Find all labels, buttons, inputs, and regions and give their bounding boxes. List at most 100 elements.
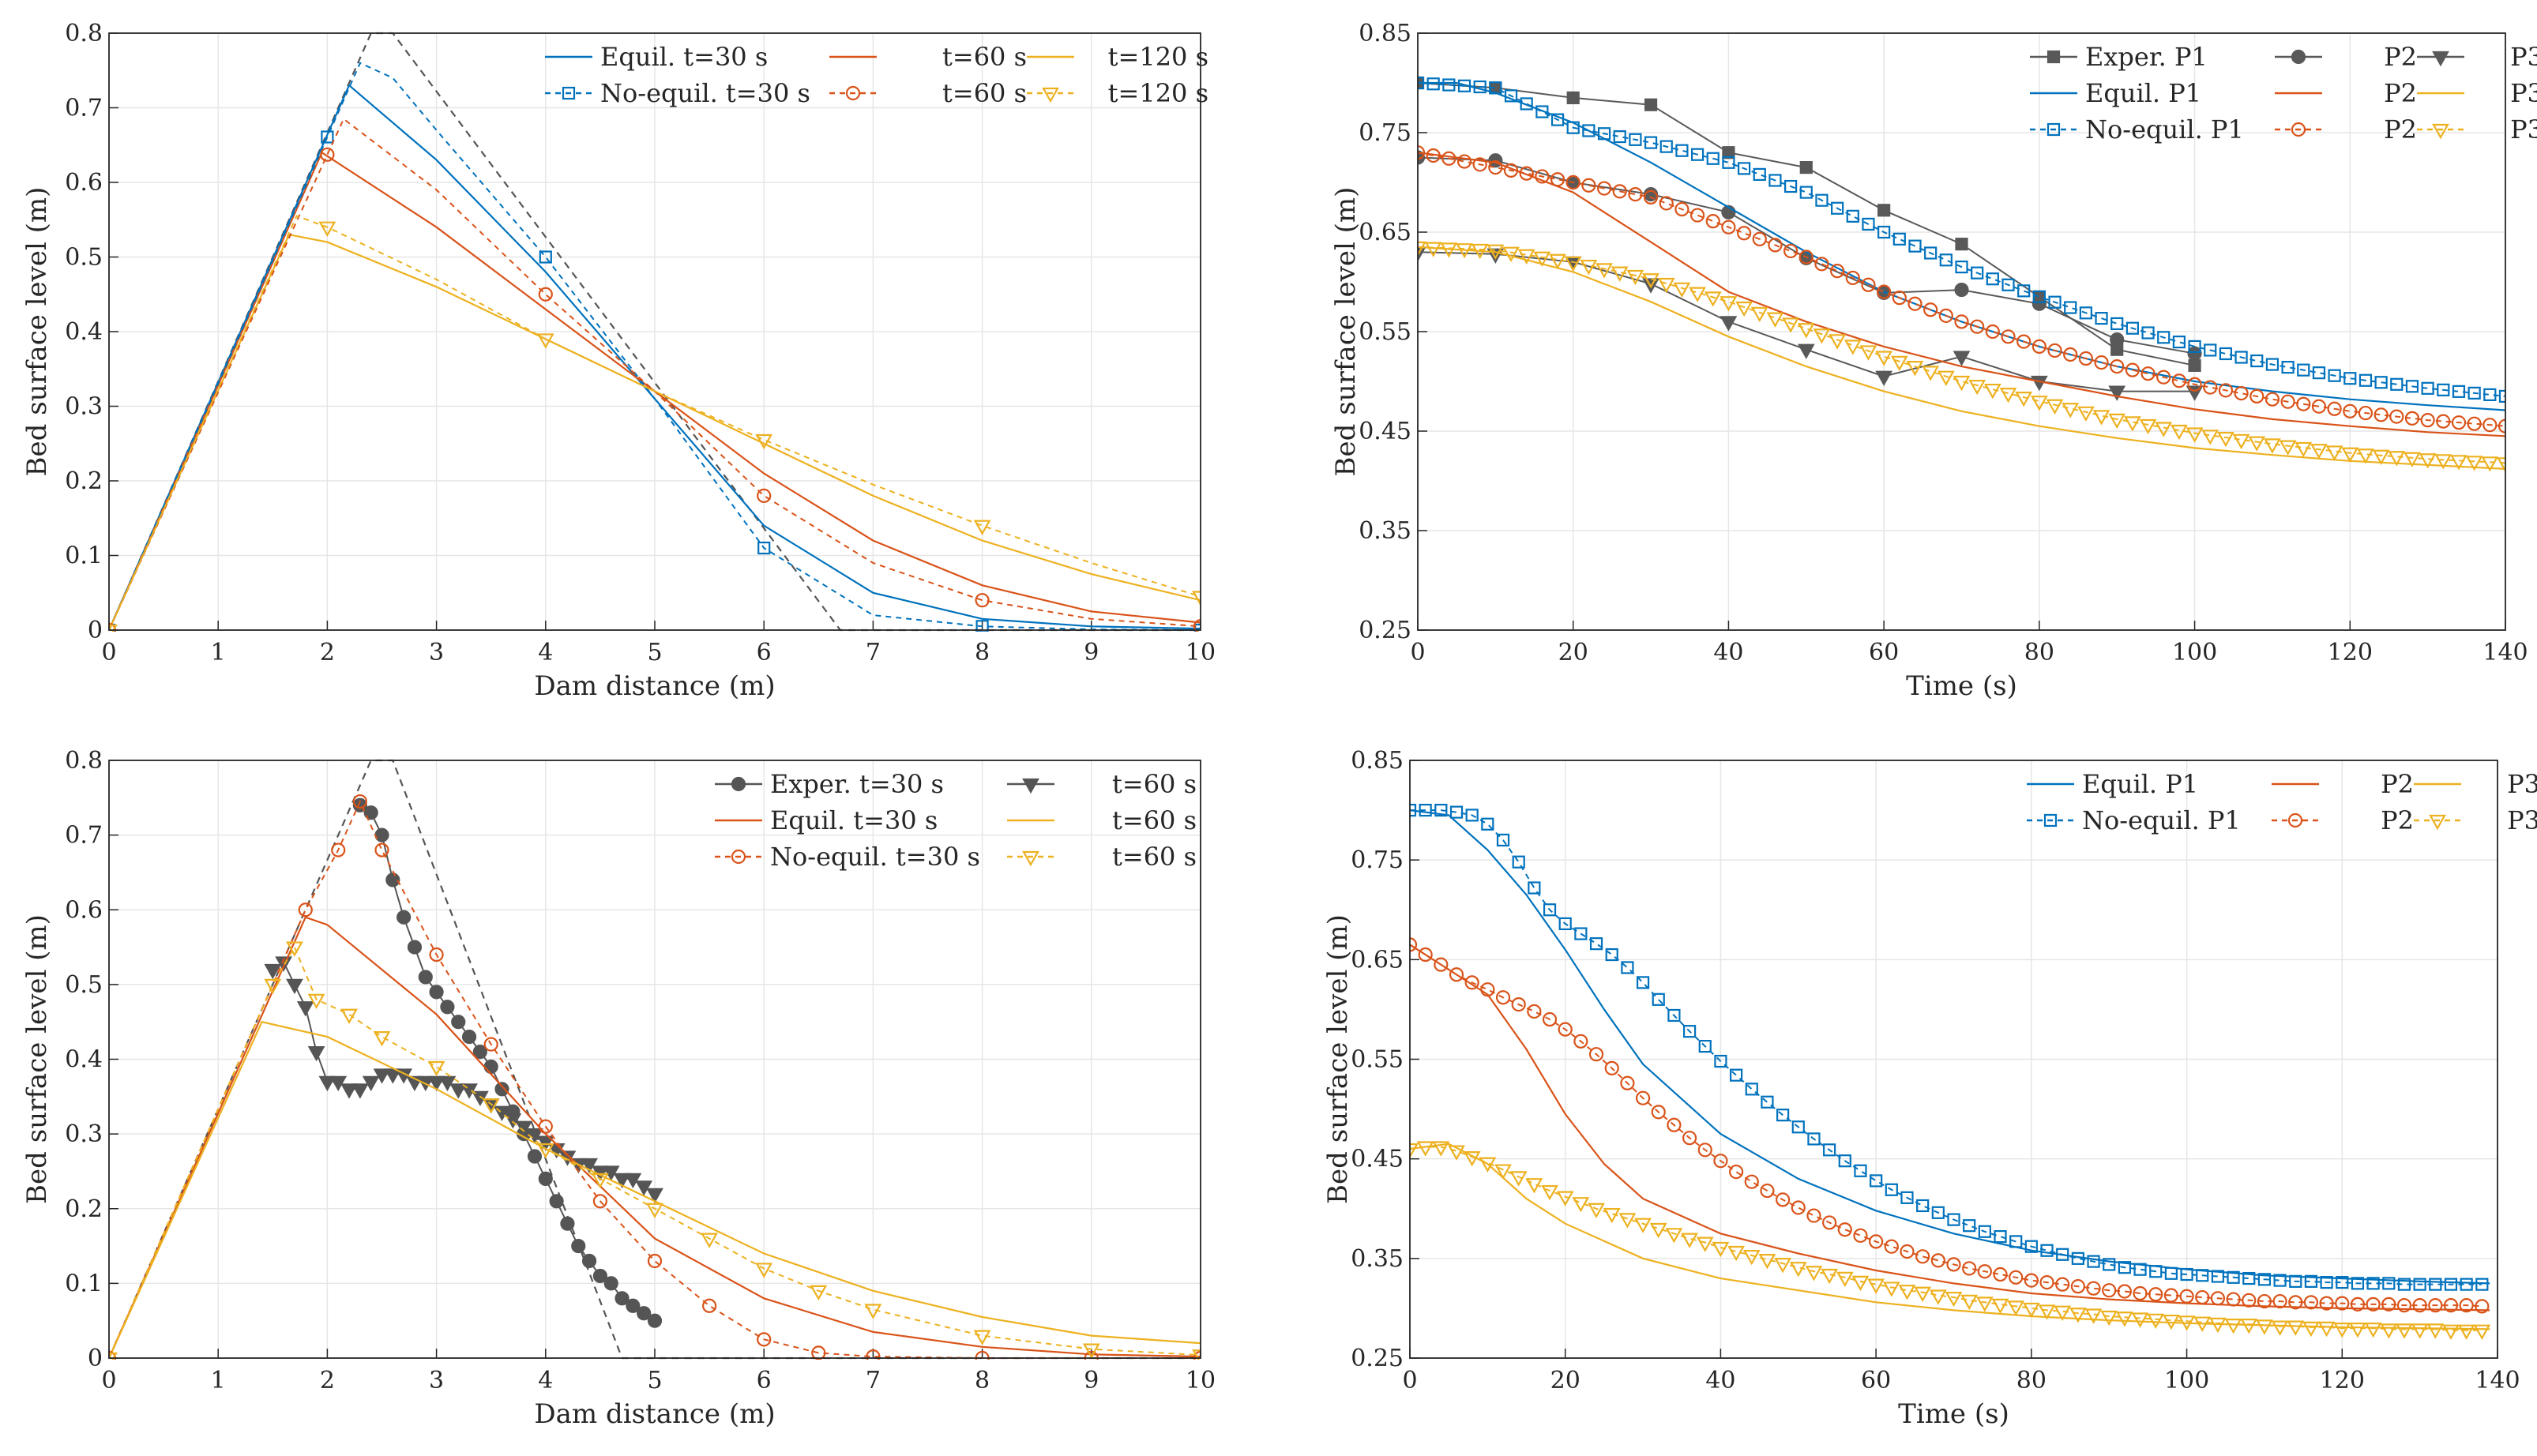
x-tick-label: 140	[2475, 1367, 2520, 1394]
x-tick-label: 3	[429, 1367, 444, 1394]
x-tick-label: 0	[1410, 639, 1425, 666]
data-point	[1999, 388, 2017, 403]
data-point	[2131, 1312, 2149, 1328]
data-point	[2303, 1295, 2319, 1310]
data-point	[1682, 1131, 1697, 1146]
y-tick-label: 0.45	[1359, 418, 1411, 445]
data-point	[1798, 250, 1813, 265]
y-tick-label: 0.35	[1351, 1245, 1404, 1273]
legend-label: P3	[2510, 42, 2537, 72]
legend-marker	[2043, 813, 2058, 827]
x-tick-label: 9	[1084, 1367, 1099, 1394]
data-point	[1486, 244, 1505, 260]
data-point	[2124, 416, 2141, 432]
data-point	[1721, 220, 1736, 235]
x-tick-label: 1	[211, 639, 226, 666]
data-point	[1441, 151, 1456, 166]
data-point	[1859, 345, 1877, 361]
data-point	[1704, 291, 1722, 307]
data-point	[1784, 179, 1798, 193]
data-point	[1612, 184, 1627, 199]
data-point	[2272, 1293, 2287, 1309]
data-point	[2412, 1298, 2427, 1313]
data-point	[1799, 186, 1813, 199]
data-point	[438, 1075, 457, 1092]
data-point	[1496, 833, 1510, 847]
axes-box	[1409, 760, 2498, 1359]
data-point	[755, 1263, 773, 1278]
data-point	[1823, 1143, 1836, 1157]
y-tick-label: 0.45	[1351, 1146, 1404, 1173]
data-point	[1472, 157, 1487, 172]
data-point	[1556, 1191, 1574, 1206]
data-point	[1418, 76, 1425, 90]
legend-item: No-equil. P1	[2027, 805, 2241, 835]
data-point	[2188, 340, 2201, 353]
data-point	[2428, 1298, 2443, 1313]
data-point	[2310, 444, 2328, 460]
legend-item: t=60 s	[829, 42, 1027, 72]
data-point	[1581, 178, 1596, 193]
series-line-no-equil-p2	[1410, 944, 2483, 1308]
data-point	[2483, 418, 2498, 433]
y-tick-label: 0	[88, 1345, 103, 1372]
data-point	[1659, 196, 1674, 211]
data-point	[757, 541, 771, 555]
data-point	[2242, 1293, 2257, 1308]
data-point	[2366, 1277, 2380, 1290]
data-point	[329, 1075, 348, 1092]
data-point	[2265, 358, 2280, 371]
data-point	[2382, 1277, 2396, 1290]
data-point	[1814, 257, 1829, 272]
data-point	[2420, 413, 2435, 428]
data-point	[2141, 326, 2155, 340]
data-point	[2374, 407, 2389, 422]
data-point	[2108, 385, 2126, 401]
data-point	[2226, 1292, 2241, 1307]
data-point	[1502, 246, 1520, 262]
data-point	[2022, 1302, 2040, 1319]
data-point	[560, 1216, 575, 1231]
data-point	[351, 1083, 369, 1099]
data-point	[2054, 1305, 2072, 1321]
data-point	[1846, 209, 1859, 223]
data-point	[2351, 1277, 2365, 1290]
data-point	[427, 1060, 445, 1077]
data-point	[429, 947, 444, 963]
data-point	[1991, 1298, 2009, 1315]
data-point	[2001, 329, 2016, 344]
data-point	[2001, 278, 2015, 291]
data-point	[973, 520, 991, 535]
data-point	[1939, 253, 1953, 267]
series-line-no-equil-t-60-s	[109, 118, 1201, 631]
data-point	[2038, 1304, 2056, 1320]
data-point	[1626, 269, 1644, 286]
legend-marker	[2291, 122, 2306, 137]
data-point	[2265, 392, 2280, 407]
data-point	[2077, 406, 2095, 422]
data-point	[2092, 410, 2110, 426]
data-point	[2204, 343, 2217, 357]
data-point	[2155, 422, 2173, 437]
data-point	[2227, 1270, 2240, 1284]
data-point	[1528, 881, 1541, 895]
legend-marker	[1042, 87, 1059, 103]
y-tick-label: 0.5	[65, 244, 103, 272]
data-point	[1550, 113, 1565, 126]
data-point	[1766, 312, 1784, 328]
data-point	[1729, 1164, 1744, 1180]
data-point	[2171, 373, 2186, 388]
data-point	[2364, 1323, 2382, 1338]
data-point	[1877, 204, 1891, 217]
data-point	[2497, 457, 2505, 473]
data-point	[1509, 1171, 1528, 1187]
data-point	[1900, 1191, 1914, 1204]
data-point	[526, 1128, 543, 1144]
legend-label: No-equil. P1	[2082, 805, 2241, 835]
data-point	[2032, 290, 2046, 303]
x-tick-label: 6	[757, 1367, 772, 1394]
legend-item: No-equil. t=30 s	[545, 78, 810, 108]
data-point	[1953, 351, 1971, 366]
data-point	[2457, 1324, 2475, 1340]
y-tick-label: 0.55	[1351, 1046, 1404, 1074]
